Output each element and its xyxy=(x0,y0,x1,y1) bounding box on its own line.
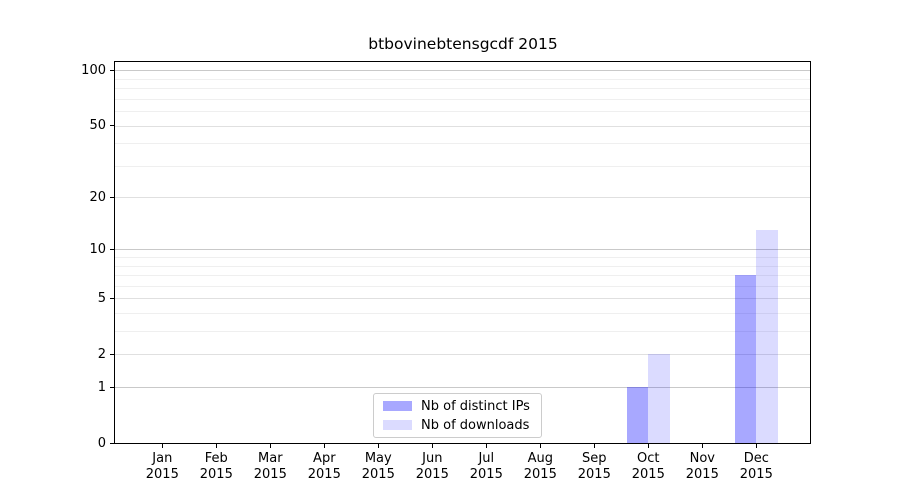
bar-distinct-ips xyxy=(734,275,757,443)
y-gridline-minor xyxy=(115,275,810,277)
chart-title: btbovinebtensgcdf 2015 xyxy=(368,35,558,53)
y-gridline xyxy=(115,70,810,72)
x-tick-label: Jul 2015 xyxy=(469,451,503,482)
y-gridline-minor xyxy=(115,331,810,333)
x-tick-mark xyxy=(215,444,217,448)
y-gridline xyxy=(115,298,810,300)
y-gridline-minor xyxy=(115,111,810,113)
x-tick-label: Dec 2015 xyxy=(739,451,773,482)
y-tick-label: 0 xyxy=(97,435,106,451)
x-tick-label: Jun 2015 xyxy=(415,451,449,482)
y-tick-label: 20 xyxy=(89,189,106,205)
y-gridline-minor xyxy=(115,88,810,90)
x-tick-mark xyxy=(485,444,487,448)
y-tick-label: 50 xyxy=(89,118,106,134)
x-tick-mark xyxy=(593,444,595,448)
x-tick-mark xyxy=(161,444,163,448)
x-tick-label: Feb 2015 xyxy=(199,451,233,482)
y-tick-label: 5 xyxy=(97,290,106,306)
y-gridline xyxy=(115,125,810,127)
y-tick-label: 100 xyxy=(81,62,106,78)
x-tick-label: Aug 2015 xyxy=(523,451,557,482)
x-tick-label: Sep 2015 xyxy=(577,451,611,482)
x-tick-mark xyxy=(323,444,325,448)
legend-item-downloads: Nb of downloads xyxy=(383,419,532,432)
x-tick-mark xyxy=(539,444,541,448)
y-tick-mark xyxy=(110,386,114,388)
x-tick-label: Apr 2015 xyxy=(307,451,341,482)
x-tick-mark xyxy=(701,444,703,448)
bar-downloads xyxy=(756,229,778,443)
y-tick-label: 2 xyxy=(97,346,106,362)
y-tick-mark xyxy=(110,248,114,250)
y-tick-mark xyxy=(110,125,114,127)
x-tick-mark xyxy=(377,444,379,448)
x-tick-label: Mar 2015 xyxy=(253,451,287,482)
bar-downloads xyxy=(648,354,670,443)
y-gridline-minor xyxy=(115,285,810,287)
legend-item-distinct-ips: Nb of distinct IPs xyxy=(383,400,532,413)
x-tick-mark xyxy=(647,444,649,448)
x-tick-label: May 2015 xyxy=(361,451,395,482)
legend-swatch-downloads-icon xyxy=(383,420,412,430)
legend-swatch-distinct-ips-icon xyxy=(383,401,412,411)
y-tick-label: 10 xyxy=(89,241,106,257)
x-tick-mark xyxy=(431,444,433,448)
plot-area xyxy=(114,61,811,444)
y-gridline-minor xyxy=(115,313,810,315)
y-tick-mark xyxy=(110,353,114,355)
y-tick-mark xyxy=(110,69,114,71)
x-tick-mark xyxy=(269,444,271,448)
y-gridline-minor xyxy=(115,265,810,267)
x-tick-label: Jan 2015 xyxy=(145,451,179,482)
y-gridline xyxy=(115,387,810,389)
y-gridline-minor xyxy=(115,257,810,259)
legend-label-downloads: Nb of downloads xyxy=(421,417,530,433)
legend-label-distinct-ips: Nb of distinct IPs xyxy=(421,398,530,414)
x-tick-label: Oct 2015 xyxy=(631,451,665,482)
y-gridline-minor xyxy=(115,78,810,80)
y-gridline-minor xyxy=(115,98,810,100)
y-tick-mark xyxy=(110,196,114,198)
y-gridline xyxy=(115,354,810,356)
y-tick-mark xyxy=(110,297,114,299)
y-gridline xyxy=(115,249,810,251)
y-gridline-minor xyxy=(115,143,810,145)
x-tick-label: Nov 2015 xyxy=(685,451,719,482)
bar-distinct-ips xyxy=(626,387,649,443)
y-tick-mark xyxy=(110,442,114,444)
y-gridline-minor xyxy=(115,165,810,167)
y-tick-label: 1 xyxy=(97,379,106,395)
y-gridline xyxy=(115,197,810,199)
x-tick-mark xyxy=(755,444,757,448)
legend: Nb of distinct IPs Nb of downloads xyxy=(373,393,542,438)
